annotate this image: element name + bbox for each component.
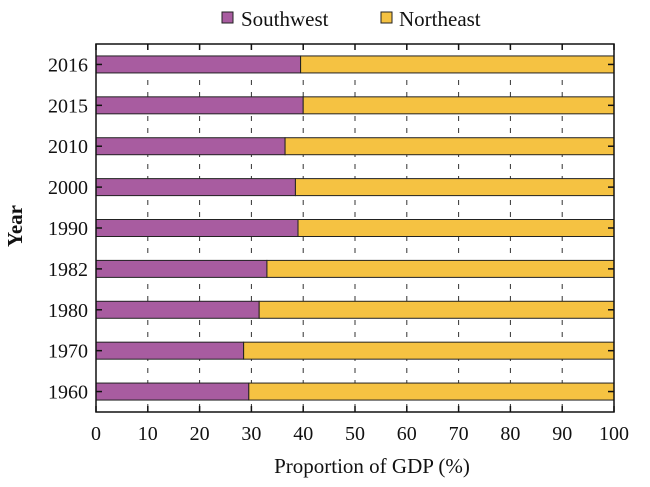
y-axis: 2016 2015 2010 2000 1990 1982 1980 1970 1960 (48, 54, 614, 404)
x-axis: 0 10 20 30 40 50 60 70 80 90 100 (91, 44, 629, 445)
legend-label-northeast: Northeast (399, 7, 481, 31)
bar-southwest-2015 (95, 96, 304, 115)
x-tick-label: 100 (599, 423, 629, 445)
bar-northeast-2015 (302, 96, 615, 115)
bar-southwest-1960 (95, 382, 250, 401)
bar-northeast-1982 (266, 259, 615, 278)
legend-swatch-southwest (221, 11, 234, 24)
y-axis-title: Year (3, 205, 27, 247)
bar-northeast-2000 (294, 178, 615, 197)
y-tick-label: 1970 (48, 341, 88, 363)
y-tick-label: 1980 (48, 300, 88, 322)
y-tick-label: 1982 (48, 259, 88, 281)
bar-northeast-2016 (300, 55, 615, 74)
y-tick-label: 2010 (48, 136, 88, 158)
legend-label-southwest: Southwest (241, 7, 329, 31)
x-axis-title: Proportion of GDP (%) (274, 454, 470, 478)
bar-northeast-1990 (297, 219, 615, 237)
x-tick-label: 40 (293, 423, 313, 445)
bar-southwest-1982 (95, 259, 268, 278)
x-tick-label: 70 (449, 423, 469, 445)
bar-northeast-1970 (243, 341, 615, 360)
x-tick-label: 0 (91, 423, 101, 445)
x-tick-label: 80 (500, 423, 520, 445)
x-tick-label: 60 (397, 423, 417, 445)
y-tick-label: 2000 (48, 177, 88, 199)
bars (95, 55, 615, 401)
bar-southwest-2016 (95, 55, 302, 74)
x-tick-label: 90 (552, 423, 572, 445)
bar-northeast-2010 (284, 137, 615, 156)
bar-northeast-1980 (258, 300, 615, 319)
bar-southwest-1980 (95, 300, 260, 319)
legend: Southwest Northeast (221, 7, 481, 31)
y-tick-label: 1990 (48, 218, 88, 240)
bar-southwest-1970 (95, 341, 245, 360)
y-tick-label: 2015 (48, 95, 88, 117)
bar-southwest-2010 (95, 137, 286, 156)
x-tick-label: 20 (190, 423, 210, 445)
y-tick-label: 1960 (48, 382, 88, 404)
x-tick-label: 50 (345, 423, 365, 445)
x-tick-label: 10 (138, 423, 158, 445)
bar-southwest-1990 (95, 219, 299, 237)
x-tick-label: 30 (241, 423, 261, 445)
legend-swatch-northeast (380, 11, 393, 24)
bar-northeast-1960 (248, 382, 615, 401)
y-tick-label: 2016 (48, 54, 88, 76)
bar-southwest-2000 (95, 178, 296, 197)
